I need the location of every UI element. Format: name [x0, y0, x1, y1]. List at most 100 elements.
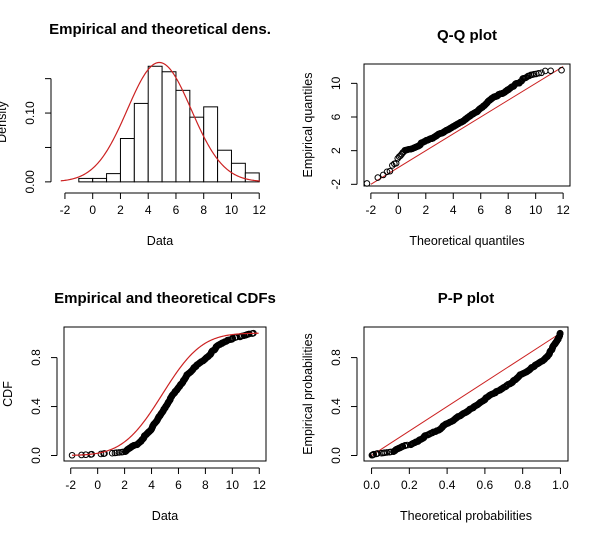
histogram-bar: [119, 138, 135, 183]
x-tick-label: 0.2: [401, 478, 418, 492]
y-axis-label: Empirical quantiles: [301, 73, 315, 178]
histogram-bar: [133, 102, 149, 183]
y-tick-label: 0.8: [29, 349, 43, 366]
x-tick-label: 0: [94, 478, 101, 492]
plot-frame: [63, 326, 267, 462]
qq-point: [386, 167, 394, 175]
histogram-bar: [189, 116, 205, 183]
ecdf-point: [113, 449, 120, 457]
x-tick-label: 8: [505, 203, 512, 217]
histogram-bar: [106, 173, 121, 183]
theoretical-cdf-curve: [72, 332, 259, 456]
theoretical-density-curve: [60, 61, 260, 182]
x-tick-label: 12: [253, 203, 267, 217]
histogram-bar: [230, 162, 246, 183]
y-tick-label: 0.10: [23, 101, 37, 125]
pp-point: [383, 449, 391, 456]
ecdf-point: [101, 450, 108, 457]
histogram-bar: [217, 149, 232, 183]
x-axis-label: Theoretical probabilities: [400, 509, 532, 523]
x-tick-label: 10: [226, 478, 240, 492]
qq-point: [538, 69, 545, 77]
x-tick-label: 8: [200, 203, 207, 217]
qq-point: [363, 180, 371, 187]
density-histogram-panel: Empirical and theoretical dens. -2 0 2 4 6 8 10…: [0, 21, 271, 248]
qq-point: [374, 174, 382, 181]
chart-title: P-P plot: [438, 290, 494, 307]
pp-point: [374, 450, 381, 457]
cdf-panel: Empirical and theoretical CDFs -2 0 2 4 6 8 10 1…: [1, 290, 276, 523]
x-tick-label: 2: [121, 478, 128, 492]
plot-frame: [363, 63, 571, 187]
qq-point: [558, 66, 565, 74]
y-tick-label: -2: [329, 179, 343, 190]
plot-frame: [363, 326, 569, 462]
histogram-bar: [203, 106, 219, 183]
pp-point: [556, 329, 564, 337]
histogram-bar: [147, 65, 163, 183]
y-tick-label: 0.4: [29, 398, 43, 415]
x-tick-label: 2: [117, 203, 124, 217]
y-tick-label: 0.4: [329, 398, 343, 415]
x-tick-label: 0.0: [363, 478, 380, 492]
x-tick-label: 0.8: [514, 478, 531, 492]
qq-plot-panel: Q-Q plot -2 0 2 4 6 8 10 12 -2 2 6 10 Theoretical qua…: [301, 27, 571, 248]
x-tick-label: 10: [529, 203, 543, 217]
reference-line: [370, 66, 564, 185]
ecdf-point: [115, 449, 123, 456]
x-tick-label: 12: [556, 203, 570, 217]
x-tick-label: 0: [89, 203, 96, 217]
y-axis-label: CDF: [1, 381, 15, 407]
y-tick-label: 0.0: [329, 447, 343, 464]
x-tick-label: 0.4: [439, 478, 456, 492]
x-tick-label: -2: [65, 478, 76, 492]
chart-title: Empirical and theoretical CDFs: [54, 290, 276, 307]
x-tick-label: -2: [60, 203, 71, 217]
x-tick-label: 1.0: [552, 478, 569, 492]
reference-line: [371, 332, 561, 456]
chart-title: Empirical and theoretical dens.: [49, 21, 271, 38]
x-tick-label: 4: [145, 203, 152, 217]
x-tick-label: -2: [366, 203, 377, 217]
chart-title: Q-Q plot: [437, 27, 497, 44]
x-tick-label: 4: [148, 478, 155, 492]
y-tick-label: 0.8: [329, 349, 343, 366]
y-tick-label: 0.0: [29, 447, 43, 464]
y-axis-label: Empirical probabilities: [301, 333, 315, 455]
empirical-cdf-points: [68, 329, 257, 459]
x-axis-label: Data: [152, 509, 178, 523]
x-axis-label: Data: [147, 234, 173, 248]
x-tick-label: 6: [173, 203, 180, 217]
x-tick-label: 6: [477, 203, 484, 217]
qq-points: [363, 66, 565, 187]
ecdf-point: [97, 450, 105, 458]
pp-point: [370, 450, 378, 458]
x-tick-label: 0.6: [477, 478, 494, 492]
x-tick-label: 10: [225, 203, 239, 217]
histogram-bar: [78, 177, 94, 183]
x-tick-label: 0: [395, 203, 402, 217]
y-tick-label: 0.00: [23, 170, 37, 194]
histogram-bar: [161, 71, 177, 183]
pp-points: [368, 329, 564, 459]
histogram-bars: [78, 65, 260, 183]
x-axis-label: Theoretical quantiles: [409, 234, 524, 248]
histogram-bar: [92, 177, 108, 183]
y-tick-label: 2: [329, 147, 343, 154]
x-tick-label: 12: [253, 478, 267, 492]
pp-plot-panel: P-P plot 0.0 0.2 0.4 0.6 0.8 1.0 0.0 0.4 0.8 Theor…: [301, 290, 569, 523]
y-tick-label: 10: [329, 76, 343, 90]
qq-point: [535, 69, 542, 77]
ecdf-point: [108, 449, 116, 457]
y-axis-label: Density: [0, 100, 9, 142]
x-tick-label: 6: [175, 478, 182, 492]
qq-point: [547, 67, 554, 75]
y-tick-label: 6: [329, 113, 343, 120]
x-tick-label: 4: [450, 203, 457, 217]
histogram-bar: [244, 172, 260, 183]
histogram-bar: [175, 89, 191, 183]
x-tick-label: 8: [202, 478, 209, 492]
qq-point: [383, 168, 391, 176]
x-tick-label: 2: [422, 203, 429, 217]
